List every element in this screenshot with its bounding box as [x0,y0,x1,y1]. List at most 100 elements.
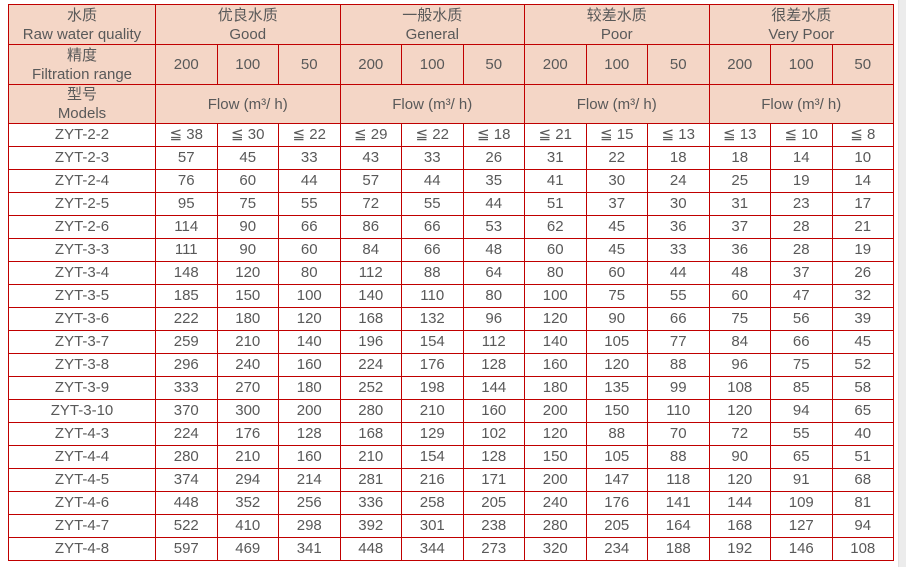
flow-value-cell: 300 [216,399,279,423]
flow-value-cell: 48 [708,261,771,285]
table-row-zyt-3-3: ZYT-3-3 111 90 60 84 66 48 60 45 33 36 28 19 [8,238,894,262]
model-cell: ZYT-3-9 [8,376,156,400]
flow-value-cell: ≦ 15 [585,123,648,147]
header-row-filtration-range: 精度 Filtration range 200 100 50 200 100 50 200 1… [8,44,894,85]
flow-value-cell: 176 [401,353,464,377]
model-cell: ZYT-3-5 [8,284,156,308]
flow-value-cell: 80 [462,284,525,308]
flow-value-cell: 90 [585,307,648,331]
model-cell: ZYT-2-4 [8,169,156,193]
flow-value-cell: 120 [585,353,648,377]
flow-value-cell: 205 [585,514,648,538]
flow-value-cell: 168 [339,307,402,331]
flow-value-cell: 120 [708,399,771,423]
flow-value-cell: 33 [401,146,464,170]
quality-group-good: 优良水质 Good [155,4,341,45]
quality-group-label-en: Good [229,25,267,43]
flow-value-cell: 296 [155,353,218,377]
flow-value-cell: 336 [339,491,402,515]
table-row-zyt-4-4: ZYT-4-4 280 210 160 210 154 128 150 105 88 90 65 51 [8,445,894,469]
flow-value-cell: ≦ 22 [401,123,464,147]
quality-group-label-en: General [405,25,459,43]
flow-value-cell: 88 [401,261,464,285]
table-row-zyt-3-5: ZYT-3-5 185 150 100 140 110 80 100 75 55 60 47 32 [8,284,894,308]
flow-value-cell: 45 [585,238,648,262]
flow-value-cell: 39 [831,307,894,331]
flow-value-cell: 21 [831,215,894,239]
flow-value-cell: 66 [647,307,710,331]
flow-value-cell: 31 [708,192,771,216]
flow-value-cell: 127 [770,514,833,538]
flow-value-cell: 110 [647,399,710,423]
range-poor-50: 50 [647,44,710,85]
flow-value-cell: 176 [216,422,279,446]
quality-group-poor: 较差水质 Poor [524,4,710,45]
flow-value-cell: 28 [770,215,833,239]
flow-value-cell: 35 [462,169,525,193]
flow-value-cell: 180 [524,376,587,400]
range-poor-200: 200 [524,44,587,85]
flow-value-cell: 43 [339,146,402,170]
flow-value-cell: 210 [216,445,279,469]
flow-value-cell: 128 [278,422,341,446]
flow-value-cell: 65 [770,445,833,469]
range-general-200: 200 [339,44,402,85]
model-cell: ZYT-2-5 [8,192,156,216]
flow-value-cell: 60 [216,169,279,193]
flow-value-cell: 301 [401,514,464,538]
flow-value-cell: 99 [647,376,710,400]
flow-value-cell: 47 [770,284,833,308]
flow-value-cell: 48 [462,238,525,262]
flow-label-good: Flow (m³/ h) [155,84,341,124]
flow-value-cell: 128 [462,445,525,469]
flow-label-very-poor: Flow (m³/ h) [708,84,894,124]
flow-value-cell: 200 [524,399,587,423]
range-general-100: 100 [401,44,464,85]
flow-value-cell: 180 [216,307,279,331]
table-row-zyt-3-9: ZYT-3-9 333 270 180 252 198 144 180 135 99 108 85 58 [8,376,894,400]
flow-value-cell: 19 [770,169,833,193]
table-row-zyt-2-3: ZYT-2-3 57 45 33 43 33 26 31 22 18 18 14 10 [8,146,894,170]
flow-value-cell: 374 [155,468,218,492]
flow-value-cell: 198 [401,376,464,400]
model-cell: ZYT-4-8 [8,537,156,561]
flow-value-cell: 150 [524,445,587,469]
flow-value-cell: 180 [278,376,341,400]
model-cell: ZYT-3-3 [8,238,156,262]
flow-value-cell: 188 [647,537,710,561]
flow-value-cell: 469 [216,537,279,561]
flow-value-cell: 352 [216,491,279,515]
range-very-poor-100: 100 [770,44,833,85]
flow-value-cell: 22 [585,146,648,170]
flow-value-cell: 14 [831,169,894,193]
flow-value-cell: 18 [647,146,710,170]
flow-value-cell: 91 [770,468,833,492]
quality-group-label-zh: 一般水质 [402,6,463,24]
range-poor-100: 100 [585,44,648,85]
flow-value-cell: 76 [155,169,218,193]
page-right-edge [898,0,906,567]
flow-value-cell: 75 [585,284,648,308]
flow-value-cell: 88 [647,353,710,377]
flow-value-cell: 17 [831,192,894,216]
model-cell: ZYT-3-10 [8,399,156,423]
flow-value-cell: 36 [647,215,710,239]
model-cell: ZYT-2-2 [8,123,156,147]
model-cell: ZYT-2-6 [8,215,156,239]
flow-value-cell: 120 [278,307,341,331]
models-label-zh: 型号 [66,86,97,103]
range-good-50: 50 [278,44,341,85]
range-good-200: 200 [155,44,218,85]
flow-value-cell: ≦ 21 [524,123,587,147]
flow-value-cell: 214 [278,468,341,492]
flow-value-cell: ≦ 13 [647,123,710,147]
flow-value-cell: 252 [339,376,402,400]
flow-value-cell: 31 [524,146,587,170]
flow-value-cell: ≦ 38 [155,123,218,147]
flow-value-cell: 26 [462,146,525,170]
flow-value-cell: 80 [278,261,341,285]
flow-value-cell: 150 [216,284,279,308]
flow-value-cell: 280 [155,445,218,469]
flow-value-cell: 392 [339,514,402,538]
flow-value-cell: 70 [647,422,710,446]
